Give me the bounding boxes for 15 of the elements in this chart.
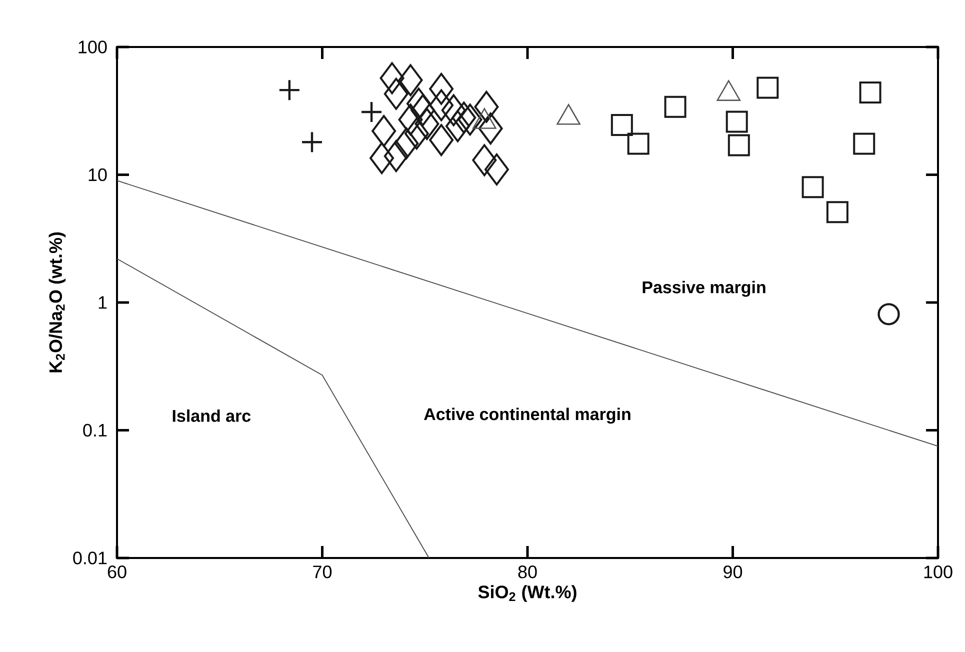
x-tick-label: 90 [724, 566, 742, 578]
x-tick-label: 70 [313, 566, 332, 578]
y-tick-label: 0.01 [73, 552, 107, 564]
x-tick-label: 60 [108, 566, 126, 578]
y-tick-label: 0.1 [83, 424, 107, 437]
x-tick-label: 80 [518, 566, 537, 578]
annotation: Active continental margin [424, 408, 630, 424]
y-axis-title: K$_{2}$O/Na$_{2}$O (wt.%) [48, 232, 66, 372]
x-axis-title: SiO$_{2}$ (Wt.%) [478, 585, 576, 602]
y-tick-label: 1 [98, 296, 107, 309]
y-tick-label: 100 [78, 40, 107, 54]
x-tick-label: 100 [924, 566, 952, 578]
y-tick-label: 10 [88, 168, 107, 182]
annotation: Island arc [172, 409, 251, 422]
annotation: Passive margin [642, 280, 766, 297]
